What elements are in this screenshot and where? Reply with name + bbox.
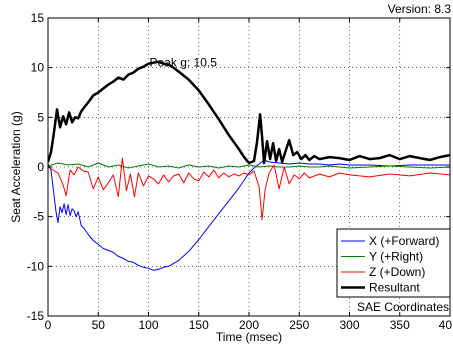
series-lines <box>48 60 450 271</box>
x-tick-label: 100 <box>138 318 158 332</box>
x-tick-label: 150 <box>189 318 209 332</box>
x-axis-label: Time (msec) <box>216 330 282 344</box>
y-tick-label: 5 <box>37 110 44 124</box>
x-tick-label: 40 <box>439 318 453 332</box>
x-tick-label: 0 <box>45 318 52 332</box>
x-tick-label: 250 <box>289 318 309 332</box>
legend-box <box>336 228 451 298</box>
y-tick-label: -15 <box>27 309 45 323</box>
series-line-x <box>48 159 450 271</box>
legend-label: X (+Forward) <box>369 234 439 248</box>
y-tick-label: 0 <box>37 160 44 174</box>
series-line-resultant <box>48 60 450 165</box>
version-label: Version: 8.3 <box>388 2 452 16</box>
series-line-y <box>48 162 450 169</box>
x-tick-label: 200 <box>239 318 259 332</box>
legend-label: Resultant <box>369 281 420 295</box>
y-tick-label: 15 <box>31 11 45 25</box>
x-tick-label: 350 <box>390 318 410 332</box>
legend-label: Z (+Down) <box>369 265 425 279</box>
peak-annotation: Peak g: 10.5 <box>150 56 218 70</box>
x-tick-label: 50 <box>92 318 106 332</box>
series-line-z <box>48 157 450 221</box>
legend: X (+Forward) Y (+Right)Z (+Down) Resultant <box>336 228 451 298</box>
coordinates-note: SAE Coordinates <box>357 300 449 314</box>
x-tick-label: 300 <box>339 318 359 332</box>
axis-ticks: 0 50 100 150 200 250 300 350 40 -15 -10 -5 0 5 10 15 <box>27 11 453 332</box>
y-tick-label: 10 <box>31 61 45 75</box>
y-tick-label: -10 <box>27 259 45 273</box>
y-tick-label: -5 <box>33 210 44 224</box>
legend-label: Y (+Right) <box>369 250 423 264</box>
y-axis-label: Seat Acceleration (g) <box>9 111 23 222</box>
